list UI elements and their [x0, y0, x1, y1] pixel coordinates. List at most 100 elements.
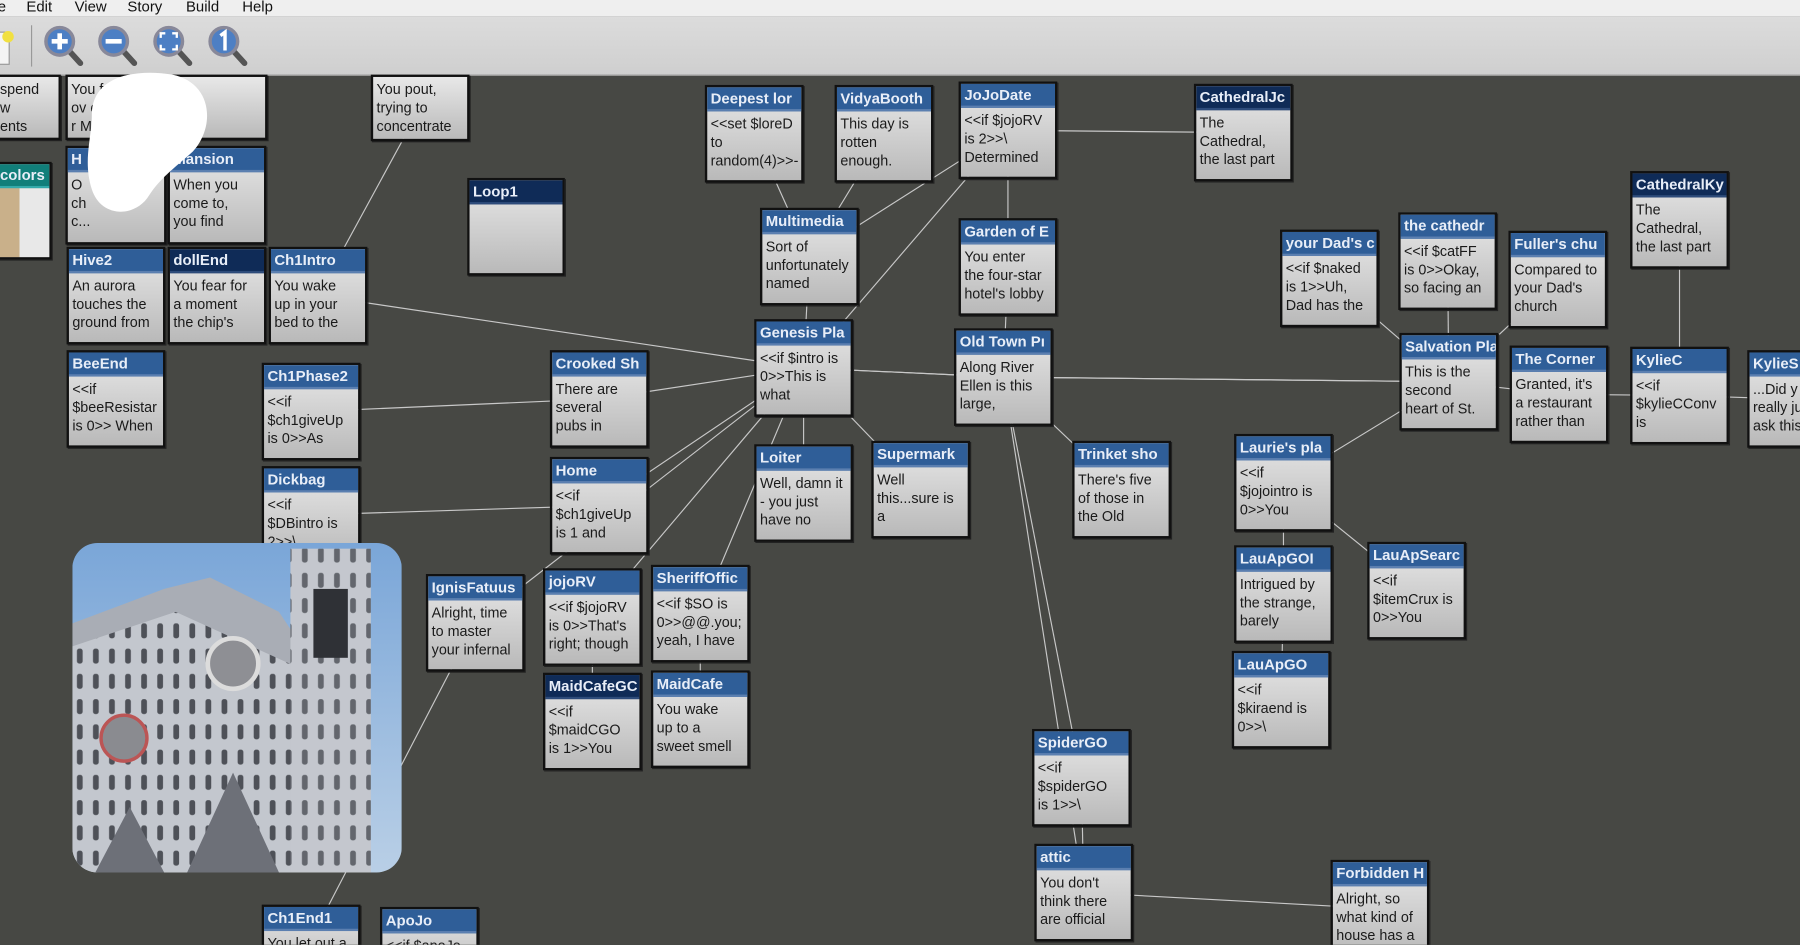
passage-card[interactable]: spend w ents	[0, 74, 61, 141]
passage-card[interactable]: LauApGOI Intrigued by the strange, barely	[1234, 545, 1333, 643]
passage-card[interactable]: jojoRV <<if $jojoRV is 0>>That's right; t…	[543, 568, 642, 666]
menu-file[interactable]: e	[0, 0, 6, 14]
passage-card[interactable]: Old Town Pı Along River Ellen is this lar…	[953, 328, 1053, 426]
passage-title: LauApSearc	[1369, 544, 1464, 569]
passage-card[interactable]: KylieS ...Did y really ju ask this	[1747, 350, 1800, 448]
zoom-out-button[interactable]	[95, 23, 141, 69]
toolbar-divider	[30, 25, 33, 67]
passage-excerpt: Well, damn it - you just have no	[759, 475, 843, 529]
menu-help[interactable]: Help	[242, 0, 273, 15]
passage-card[interactable]: the cathedr <<if $catFF is 0>>Okay, so fa…	[1398, 212, 1497, 310]
passage-title: Dickbag	[264, 468, 359, 493]
passage-excerpt: This day is rotten enough.	[840, 115, 909, 169]
passage-card[interactable]: LauApGO <<if $kiraend is 0>>\	[1231, 650, 1331, 749]
passage-excerpt: The Cathedral, the last part	[1199, 114, 1275, 168]
passage-card[interactable]: colors	[0, 161, 52, 260]
passage-card[interactable]: SheriffOffic <<if $SO is 0>>@@.you; yeah,…	[650, 564, 750, 663]
passage-card[interactable]: Salvation Pla This is the second heart of…	[1399, 332, 1499, 431]
passage-excerpt: Well this...sure is a	[877, 471, 954, 525]
passage-card[interactable]: Home <<if $ch1giveUp is 1 and	[549, 456, 649, 555]
passage-title: Old Town Pı	[956, 330, 1051, 355]
passage-card[interactable]: The Corner Granted, it's a restaurant rat…	[1509, 345, 1609, 444]
passage-card[interactable]: MaidCafeGC <<if $maidCGO is 1>>You	[543, 672, 642, 771]
passage-title: Ch1Intro	[270, 249, 366, 274]
passage-card[interactable]: Supermark Well this...sure is a	[871, 440, 971, 539]
passage-excerpt: You fear for a moment the chip's	[173, 277, 248, 331]
passage-card[interactable]: ApoJo<<if $apoJo is	[379, 906, 479, 945]
passage-title: JoJoDate	[960, 83, 1056, 108]
passage-card[interactable]: Fuller's chu Compared to your Dad's churc…	[1508, 230, 1608, 329]
passage-excerpt: O ch c...	[71, 176, 91, 230]
new-story-button[interactable]	[0, 23, 21, 69]
passage-card[interactable]: KylieC <<if $kylieCConv is	[1630, 346, 1729, 445]
passage-title: IgnisFatuus	[428, 576, 523, 601]
passage-title: Supermark	[873, 443, 968, 468]
passage-card[interactable]: IgnisFatuus Alright, time to master your …	[425, 574, 525, 672]
passage-excerpt: <<if $jojoRV is 0>>That's right; though	[548, 599, 629, 653]
passage-card[interactable]: Ch1Intro You wake up in your bed to the	[268, 246, 368, 345]
passage-excerpt: <<if $intro is 0>>This is what	[759, 350, 839, 403]
zoom-actual-size-icon	[208, 25, 248, 67]
passage-excerpt: <<if $kiraend is 0>>\	[1237, 681, 1307, 735]
passage-card[interactable]: Hive2 An aurora touches the ground from	[66, 246, 166, 345]
passage-card[interactable]: You pout, trying to concentrate	[370, 74, 470, 142]
passage-title: ApoJo	[382, 909, 477, 934]
passage-excerpt: ...Did y really ju ask this	[1752, 381, 1800, 434]
passage-excerpt: Alright, time to master your infernal	[431, 604, 511, 658]
passage-card[interactable]: Ch1Phase2 <<if $ch1giveUp is 0>>As	[261, 362, 361, 461]
passage-card[interactable]: attic You don't think there are official	[1034, 843, 1134, 942]
passage-title: Multimedia	[762, 210, 857, 235]
passage-title: SpiderGO	[1034, 731, 1129, 756]
passage-title: BeeEnd	[68, 352, 164, 377]
passage-card[interactable]: dollEnd You fear for a moment the chip's	[167, 246, 267, 345]
passage-card[interactable]: Ch1End1 You let out a	[261, 904, 361, 945]
passage-card[interactable]: VidyaBooth This day is rotten enough.	[834, 84, 934, 183]
passage-card[interactable]: BeeEnd <<if $beeResistar is 0>> When	[66, 350, 166, 448]
passage-card[interactable]: Laurie's pla <<if $jojointro is 0>>You	[1234, 433, 1333, 532]
passage-card[interactable]: CathedralJc The Cathedral, the last part	[1193, 83, 1293, 182]
passage-title: MaidCafe	[653, 672, 748, 697]
passage-card[interactable]: LauApSearc <<if $itemCrux is 0>>You	[1367, 541, 1466, 640]
passage-card[interactable]: Loop1	[467, 177, 565, 276]
passage-excerpt: <<if $jojoRV is 2>>\ Determined	[964, 112, 1043, 166]
passage-card[interactable]: Multimedia Sort of unfortunately named	[759, 207, 859, 306]
zoom-actual-size-button[interactable]	[205, 23, 251, 69]
passage-card[interactable]: Trinket sho There's five of those in the …	[1072, 440, 1171, 539]
zoom-in-button[interactable]	[41, 23, 87, 69]
passage-card[interactable]: your Dad's c <<if $naked is 1>>Uh, Dad ha…	[1280, 229, 1379, 328]
passage-title: jojoRV	[545, 570, 640, 595]
passage-title: MaidCafeGC	[545, 675, 640, 700]
menu-view[interactable]: View	[74, 0, 107, 15]
passage-excerpt: An aurora touches the ground from	[72, 277, 150, 331]
passage-excerpt: <<if $naked is 1>>Uh, Dad has the	[1285, 260, 1364, 314]
passage-card[interactable]: JoJoDate <<if $jojoRV is 2>>\ Determined	[958, 81, 1058, 180]
passage-excerpt: You pout, trying to concentrate	[376, 81, 452, 135]
toolbar	[0, 16, 1800, 76]
zoom-fit-icon	[153, 25, 193, 67]
passage-card[interactable]: Crooked Sh There are several pubs in	[549, 350, 649, 448]
passage-card[interactable]: Mansion When you come to, you find	[167, 145, 267, 245]
passage-excerpt: <<if $beeResistar is 0>> When	[72, 381, 157, 434]
zoom-fit-button[interactable]	[150, 23, 196, 69]
zoom-out-icon	[98, 25, 138, 67]
passage-card[interactable]: Forbidden H Alright, so what kind of hous…	[1330, 859, 1430, 945]
menu-story[interactable]: Story	[127, 0, 163, 15]
passage-card[interactable]: Loiter Well, damn it - you just have no	[754, 444, 853, 542]
passage-title: Loiter	[756, 446, 851, 471]
passage-link	[1003, 376, 1449, 383]
passage-title: SheriffOffic	[653, 567, 748, 592]
passage-excerpt: Along River Ellen is this large,	[959, 359, 1034, 413]
passage-card[interactable]: Deepest lor <<set $loreD to random(4)>>-	[704, 84, 804, 183]
passage-card[interactable]: Garden of E You enter the four-star hotel…	[958, 218, 1058, 316]
menu-edit[interactable]: Edit	[26, 0, 53, 15]
passage-excerpt: Sort of unfortunately named	[765, 238, 849, 292]
passage-card[interactable]: Genesis Pla <<if $intro is 0>>This is wha…	[754, 319, 853, 417]
passage-excerpt: <<set $loreD to random(4)>>-	[710, 115, 799, 169]
passage-link	[1002, 377, 1082, 778]
menu-build[interactable]: Build	[185, 0, 220, 15]
passage-card[interactable]: MaidCafe You wake up to a sweet smell	[650, 670, 750, 769]
passage-card[interactable]: SpiderGO <<if $spiderGO is 1>>\	[1032, 728, 1131, 827]
passage-title: Fuller's chu	[1510, 233, 1605, 258]
passage-card[interactable]: CathedralKy The Cathedral, the last part	[1630, 171, 1729, 269]
